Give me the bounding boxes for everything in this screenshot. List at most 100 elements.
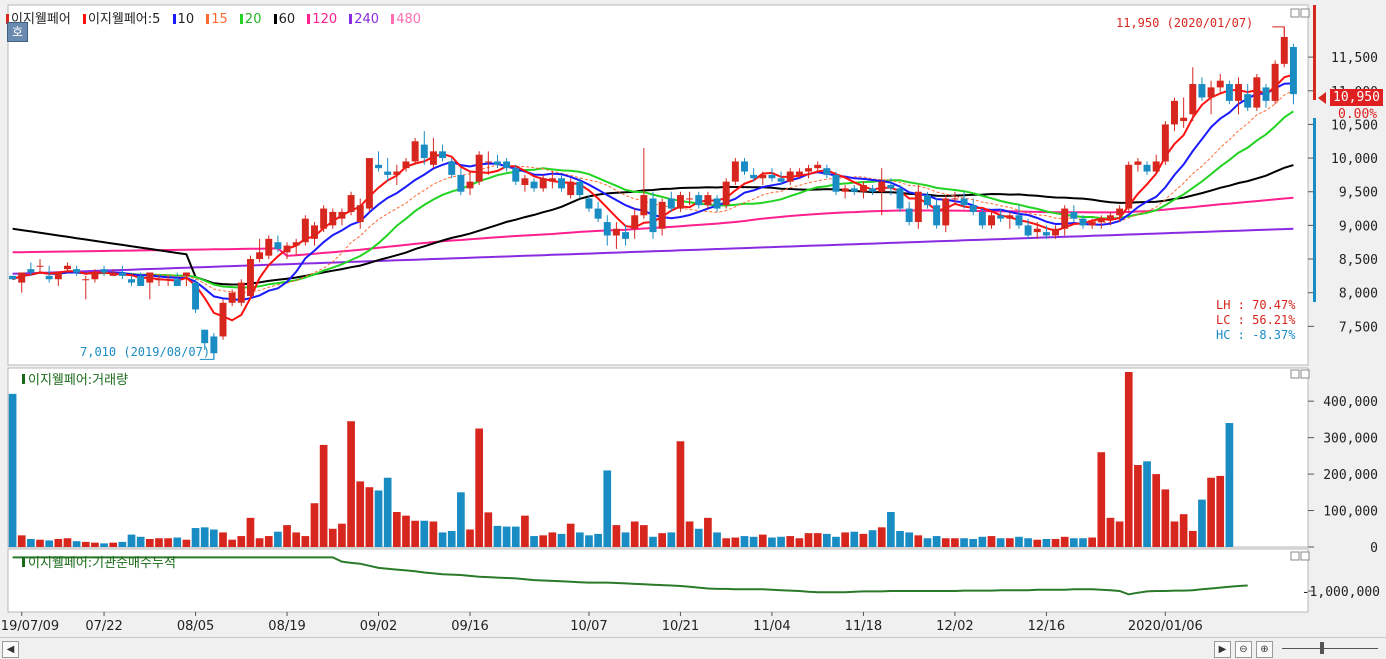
volume-bar xyxy=(1079,538,1087,547)
legend-ma5[interactable]: 이지웰페어:5 xyxy=(82,12,164,27)
candle-body xyxy=(1152,161,1160,172)
volume-bar xyxy=(338,523,346,547)
legend-ma15[interactable]: 15 xyxy=(206,12,232,27)
volume-bar xyxy=(402,515,410,547)
legend-ma60[interactable]: 60 xyxy=(273,12,300,27)
legend-ma10[interactable]: 10 xyxy=(172,12,199,27)
candle-body xyxy=(558,178,565,189)
candle-body xyxy=(356,205,364,223)
candle-body xyxy=(878,181,886,192)
volume-bar xyxy=(996,538,1005,547)
scroll-right-button[interactable]: ▶ xyxy=(1214,641,1231,658)
candle-body xyxy=(942,198,950,226)
volume-bar xyxy=(466,529,474,547)
volume-bar xyxy=(1015,536,1023,547)
volume-bar xyxy=(420,520,429,547)
volume-bar xyxy=(1207,477,1215,547)
volume-bar xyxy=(1188,530,1197,547)
candle-body xyxy=(640,195,648,216)
candle-body xyxy=(676,195,684,209)
volume-bar xyxy=(1051,538,1060,547)
candle-body xyxy=(530,181,538,189)
volume-bar xyxy=(237,536,246,547)
volume-bar xyxy=(246,517,255,547)
volume-panel-label[interactable]: 이지웰페어:거래량 xyxy=(22,369,128,388)
volume-bar xyxy=(713,532,721,547)
candle-body xyxy=(951,198,959,200)
volume-bar xyxy=(887,512,895,547)
volume-bar xyxy=(649,536,657,547)
volume-bar xyxy=(813,533,822,547)
zoom-in-icon[interactable]: ⊕ xyxy=(1256,641,1273,658)
legend-ma240[interactable]: 240 xyxy=(349,12,383,27)
candle-body xyxy=(301,218,309,243)
volume-bar xyxy=(283,525,291,547)
volume-y-tick: 400,000 xyxy=(1323,395,1378,410)
legend-ma480-label: 480 xyxy=(396,12,422,27)
volume-label-text: 이지웰페어:거래량 xyxy=(28,373,129,388)
candle-body xyxy=(237,282,245,303)
range-bar-up xyxy=(1313,5,1316,100)
candle-body xyxy=(795,171,803,175)
candle-body xyxy=(722,181,730,206)
ma240-line xyxy=(12,227,1294,275)
volume-bar xyxy=(356,481,365,547)
candle-body xyxy=(548,178,556,182)
volume-bar xyxy=(722,538,731,547)
candle-body xyxy=(118,272,126,276)
candle-body xyxy=(741,161,748,172)
volume-bar xyxy=(136,536,145,547)
volume-bar xyxy=(173,537,182,547)
volume-bar xyxy=(319,444,328,547)
volume-bar xyxy=(905,532,914,547)
scroll-left-button[interactable]: ◀ xyxy=(2,641,19,658)
candle-body xyxy=(137,275,145,286)
legend-ma120[interactable]: 120 xyxy=(307,12,341,27)
volume-bar xyxy=(429,521,438,547)
candle-body xyxy=(768,174,776,179)
volume-bar xyxy=(255,538,264,547)
volume-bar xyxy=(1170,521,1179,547)
volume-bar xyxy=(475,428,484,547)
candle-body xyxy=(109,272,117,276)
volume-bar xyxy=(484,512,493,547)
candle-body xyxy=(1271,63,1279,101)
candle-body xyxy=(274,242,282,249)
candle-body xyxy=(869,188,877,192)
high-annotation: 11,950 (2020/01/07) xyxy=(1116,16,1254,30)
legend-ma480[interactable]: 480 xyxy=(391,12,425,27)
candle-body xyxy=(9,275,17,280)
candle-body xyxy=(365,158,373,209)
zoom-slider-track[interactable] xyxy=(1282,648,1378,649)
candle-body xyxy=(393,171,401,175)
volume-panel xyxy=(7,367,1309,548)
zoom-out-icon[interactable]: ⊖ xyxy=(1235,641,1252,658)
x-tick-label: 2020/01/06 xyxy=(1128,619,1203,634)
x-tick-label: 12/16 xyxy=(1028,619,1065,634)
candle-body xyxy=(219,302,227,337)
volume-bar xyxy=(392,512,401,547)
volume-bar xyxy=(960,538,968,547)
candle-body xyxy=(1235,84,1243,101)
candle-body xyxy=(859,185,867,192)
candle-body xyxy=(969,205,977,212)
volume-bar xyxy=(374,490,383,547)
badge-ho[interactable]: 호 xyxy=(7,22,28,42)
horizontal-scrollbar[interactable]: ◀ ▶ ⊖ ⊕ xyxy=(0,637,1386,659)
candle-body xyxy=(777,178,785,182)
volume-bar xyxy=(594,533,602,547)
inst-panel-label[interactable]: 이지웰페어:기관순매수누적 xyxy=(22,552,176,571)
volume-bar xyxy=(795,538,804,547)
volume-bar xyxy=(457,492,465,547)
volume-bar xyxy=(274,531,282,547)
candle-body xyxy=(658,201,666,229)
candle-body xyxy=(82,279,90,281)
volume-bar xyxy=(447,530,456,547)
axis-area xyxy=(1310,5,1386,612)
volume-bar xyxy=(1033,539,1042,547)
volume-y-tick: 200,000 xyxy=(1323,468,1378,483)
volume-bar xyxy=(347,421,355,547)
zoom-slider-thumb[interactable] xyxy=(1320,642,1324,654)
candle-body xyxy=(1024,225,1032,236)
legend-ma20[interactable]: 20 xyxy=(239,12,266,27)
